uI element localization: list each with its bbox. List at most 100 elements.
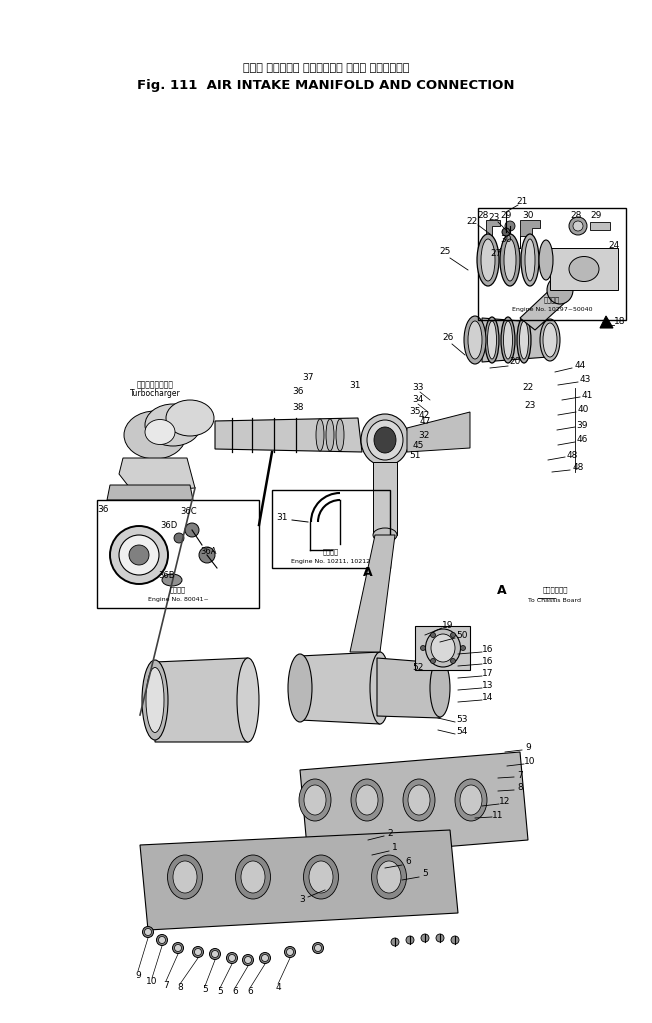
Text: 37: 37 [303, 373, 314, 383]
Circle shape [286, 948, 293, 955]
Polygon shape [215, 418, 362, 452]
Text: 4: 4 [275, 983, 281, 992]
Text: 適用号覧: 適用号覧 [170, 587, 186, 593]
Circle shape [175, 944, 181, 951]
Text: A: A [363, 566, 373, 578]
Text: 1: 1 [392, 844, 398, 852]
Text: 7: 7 [163, 980, 169, 989]
Ellipse shape [361, 414, 409, 466]
Ellipse shape [547, 276, 573, 304]
Circle shape [569, 217, 587, 235]
Text: 50: 50 [456, 630, 467, 639]
Polygon shape [486, 220, 500, 236]
Text: 2: 2 [387, 829, 393, 838]
Text: 16: 16 [482, 658, 494, 667]
Text: A: A [497, 583, 507, 596]
Text: Fig. 111  AIR INTAKE MANIFOLD AND CONNECTION: Fig. 111 AIR INTAKE MANIFOLD AND CONNECT… [138, 79, 514, 91]
Text: Turbocharger: Turbocharger [130, 390, 181, 399]
Circle shape [143, 927, 153, 937]
Text: 47: 47 [419, 417, 431, 427]
Text: 31: 31 [349, 381, 361, 390]
Text: 17: 17 [482, 669, 494, 678]
Ellipse shape [430, 659, 450, 717]
Text: 5: 5 [217, 987, 223, 996]
Ellipse shape [481, 239, 495, 281]
Ellipse shape [303, 855, 338, 899]
Circle shape [460, 646, 466, 651]
Circle shape [194, 948, 201, 955]
Ellipse shape [455, 779, 487, 821]
Ellipse shape [501, 317, 515, 363]
Text: 48: 48 [567, 450, 578, 459]
Ellipse shape [539, 240, 553, 280]
Text: 28: 28 [570, 212, 582, 221]
Text: 30: 30 [522, 212, 534, 221]
Text: 8: 8 [177, 983, 183, 992]
Ellipse shape [503, 321, 512, 359]
Circle shape [421, 934, 429, 942]
Circle shape [199, 547, 215, 563]
Text: 29: 29 [500, 212, 512, 221]
Text: 21: 21 [516, 197, 527, 207]
Text: 20: 20 [509, 357, 521, 366]
Text: ターボチャージャ: ターボチャージャ [136, 381, 173, 390]
Polygon shape [407, 412, 470, 452]
Text: 5: 5 [202, 985, 208, 994]
Ellipse shape [403, 779, 435, 821]
Ellipse shape [356, 785, 378, 815]
Text: 33: 33 [412, 384, 424, 393]
Circle shape [259, 952, 271, 964]
Polygon shape [350, 535, 395, 652]
Text: 25: 25 [439, 248, 451, 257]
Polygon shape [300, 652, 380, 724]
Circle shape [261, 954, 269, 962]
Text: 本体ボードへ: 本体ボードへ [542, 587, 568, 593]
Ellipse shape [485, 317, 499, 363]
Ellipse shape [504, 239, 516, 281]
Text: 10: 10 [524, 757, 536, 766]
Text: 48: 48 [572, 463, 584, 473]
Polygon shape [520, 285, 570, 330]
Ellipse shape [110, 526, 168, 584]
Text: 16: 16 [482, 646, 494, 655]
Text: 51: 51 [409, 450, 421, 459]
Text: 27: 27 [490, 249, 501, 258]
Text: 22: 22 [466, 218, 478, 226]
Ellipse shape [520, 321, 529, 359]
Circle shape [430, 659, 436, 664]
Ellipse shape [119, 535, 159, 575]
Circle shape [244, 957, 252, 964]
Bar [97, 500, 259, 608]
Ellipse shape [316, 419, 324, 451]
Text: 26: 26 [442, 333, 454, 343]
Ellipse shape [173, 861, 197, 893]
Circle shape [156, 934, 168, 945]
Ellipse shape [326, 419, 334, 451]
Ellipse shape [145, 404, 201, 446]
Text: 22: 22 [522, 384, 533, 393]
Ellipse shape [373, 528, 397, 542]
Polygon shape [300, 752, 528, 858]
Ellipse shape [517, 317, 531, 363]
Ellipse shape [521, 234, 539, 286]
Ellipse shape [500, 234, 520, 286]
Polygon shape [590, 222, 610, 230]
Circle shape [406, 936, 414, 944]
Text: 36B: 36B [158, 572, 175, 580]
Text: 9: 9 [135, 971, 141, 979]
Ellipse shape [162, 574, 182, 586]
Text: 28: 28 [477, 212, 489, 221]
Ellipse shape [309, 861, 333, 893]
Circle shape [436, 934, 444, 942]
Text: 10: 10 [146, 978, 158, 986]
Ellipse shape [142, 660, 168, 740]
Text: 11: 11 [492, 810, 504, 819]
Ellipse shape [351, 779, 383, 821]
Text: 34: 34 [412, 396, 424, 404]
Bar [478, 208, 626, 320]
Ellipse shape [468, 321, 482, 359]
Text: 36: 36 [292, 388, 304, 397]
Circle shape [314, 944, 321, 951]
Text: 45: 45 [412, 441, 424, 449]
Circle shape [185, 523, 199, 537]
